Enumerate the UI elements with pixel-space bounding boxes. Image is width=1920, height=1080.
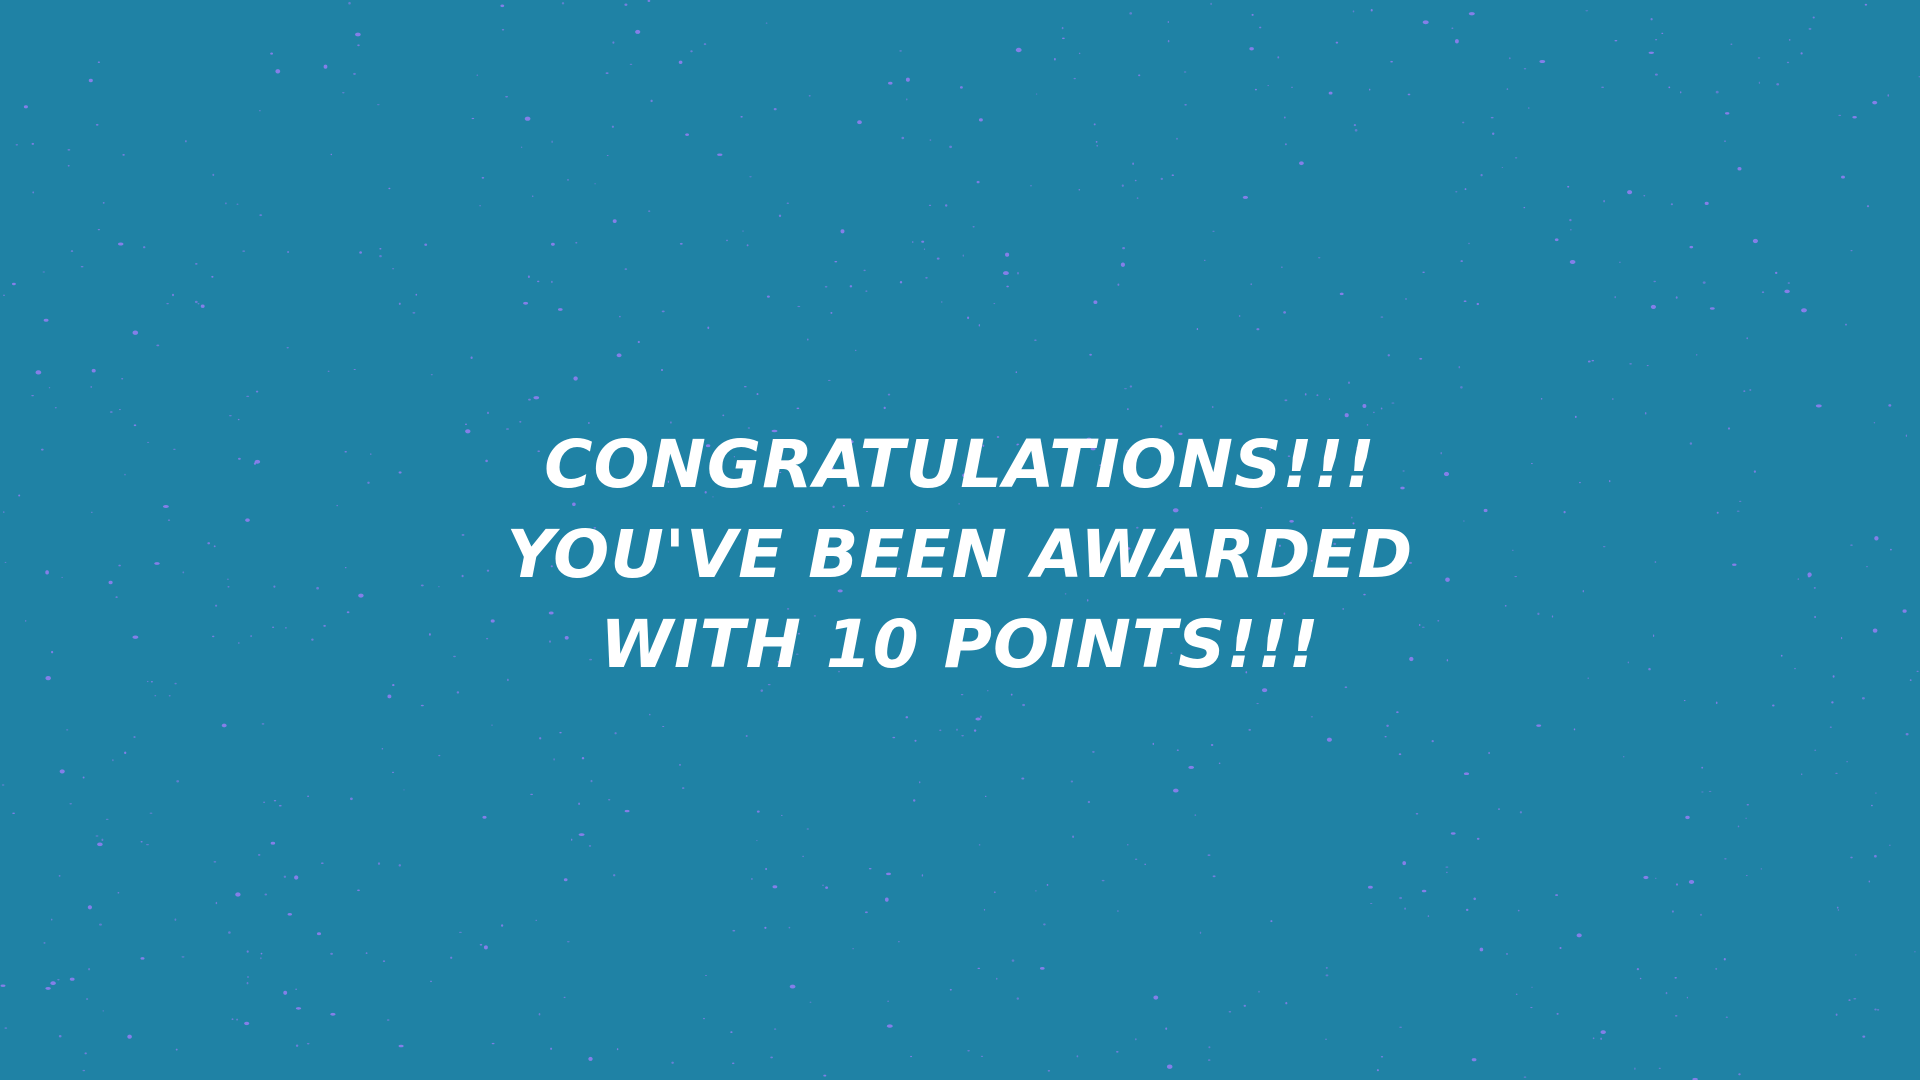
points-text: WITH 10 POINTS!!! bbox=[600, 606, 1320, 683]
congratulations-text: CONGRATULATIONS!!! bbox=[544, 426, 1376, 503]
award-message: CONGRATULATIONS!!! YOU'VE BEEN AWARDED W… bbox=[0, 420, 1920, 690]
awarded-text: YOU'VE BEEN AWARDED bbox=[506, 516, 1414, 593]
